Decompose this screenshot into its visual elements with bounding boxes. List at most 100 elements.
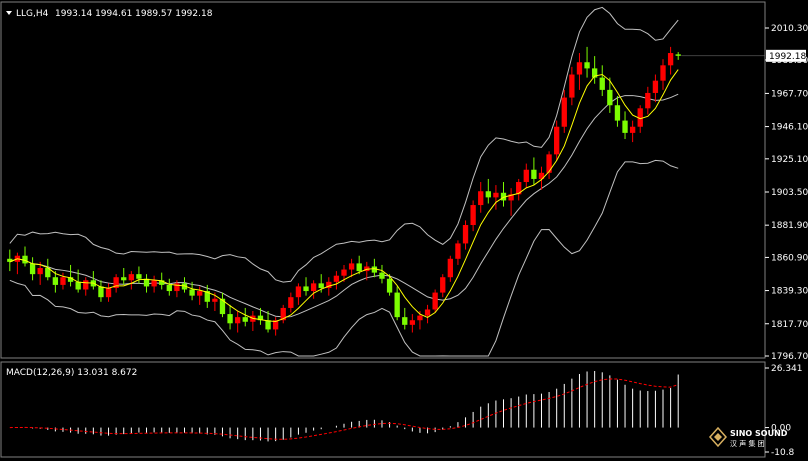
candle (660, 59, 666, 90)
candle (652, 74, 659, 103)
price-tick: 1839.30 (765, 287, 808, 297)
candle (485, 178, 491, 204)
candle (394, 286, 400, 321)
candle (386, 274, 393, 296)
price-tick: 1925.10 (765, 155, 808, 165)
sino-sound-logo (708, 426, 728, 448)
candle (546, 151, 552, 179)
candle (121, 268, 127, 285)
symbol-timeframe: LLG,H4 (16, 9, 49, 19)
candle (516, 178, 522, 201)
upper-band (9, 6, 679, 283)
watermark-cn: 汉 声 集 团 (730, 439, 765, 448)
candle (67, 264, 74, 287)
candle (402, 307, 408, 330)
candle (37, 261, 43, 285)
candle (348, 258, 355, 278)
candle (462, 220, 469, 250)
candle (83, 277, 89, 296)
price-panel[interactable] (0, 1, 766, 359)
macd-axis: 26.341 0.00 -10.8 (765, 364, 803, 458)
macd-tick-label: 26.341 (771, 364, 803, 374)
candle (295, 283, 302, 305)
candle (310, 280, 317, 299)
candle (409, 314, 416, 333)
macd-panel[interactable] (0, 361, 766, 458)
candle (219, 292, 226, 318)
candle (493, 185, 499, 210)
current-price-label: 1992.18 (769, 52, 806, 62)
price-tick: 1860.90 (765, 253, 808, 263)
candle (584, 46, 590, 78)
logo-diamond-icon (708, 426, 728, 448)
ohlc-values: 1993.14 1994.61 1989.57 1992.18 (55, 9, 213, 19)
candle (174, 280, 180, 298)
candle (242, 307, 248, 327)
price-tick: 2010.30 (765, 24, 808, 34)
price-tick-label: 1817.70 (771, 320, 808, 330)
candle (440, 274, 446, 298)
candle (113, 274, 119, 293)
candle (45, 258, 51, 281)
price-axis: 2010.301989.501967.701946.101925.101903.… (765, 24, 808, 362)
candle (98, 280, 104, 302)
candle (60, 272, 66, 290)
candle (447, 255, 453, 282)
candle (204, 284, 210, 308)
candle (197, 286, 203, 305)
candle (272, 317, 279, 336)
candle (257, 307, 264, 325)
candle (265, 311, 271, 333)
price-tick: 1881.90 (765, 221, 808, 231)
candle (22, 246, 28, 267)
candle (645, 86, 651, 115)
price-tick: 1903.50 (765, 188, 808, 198)
candle (189, 281, 195, 301)
candle (554, 120, 560, 161)
candle (52, 271, 59, 293)
candle (143, 274, 150, 293)
candle (356, 255, 362, 275)
candle (432, 289, 438, 313)
candle (128, 271, 134, 290)
triangle-down-icon[interactable] (6, 11, 12, 15)
candle (341, 264, 347, 282)
candle (478, 182, 484, 213)
price-tick-label: 1946.10 (771, 123, 808, 133)
bollinger-bands (9, 6, 679, 357)
candle (667, 46, 674, 75)
candle (508, 188, 514, 216)
candle (181, 277, 188, 293)
candle (599, 65, 605, 97)
price-tick: 1796.70 (765, 352, 808, 362)
candle (303, 277, 309, 296)
candle (531, 157, 537, 186)
candle (576, 53, 583, 90)
lower-band (9, 159, 679, 357)
macd-tick-label: -10.8 (771, 448, 795, 458)
middle-band (9, 93, 679, 318)
price-tick-label: 1925.10 (771, 155, 808, 165)
price-tick-label: 1903.50 (771, 188, 808, 198)
price-tick-label: 1860.90 (771, 253, 808, 263)
candle (29, 257, 36, 281)
current-price-marker: 1992.18 (681, 49, 806, 62)
candle (288, 292, 294, 313)
candle (333, 271, 340, 290)
candle (379, 264, 385, 284)
candle (455, 240, 461, 265)
watermark-brand: SINO SOUND (730, 429, 788, 438)
price-tick-label: 1796.70 (771, 352, 808, 362)
candle (629, 120, 636, 143)
price-tick: 1967.70 (765, 89, 808, 99)
candle (424, 304, 431, 324)
price-tick-label: 1839.30 (771, 287, 808, 297)
ma-line (9, 69, 679, 322)
candle (7, 249, 13, 272)
candle (166, 278, 172, 296)
macd-signal-line (9, 378, 679, 440)
candle (136, 266, 142, 284)
candle (561, 89, 567, 133)
price-tick: 1946.10 (765, 123, 808, 133)
